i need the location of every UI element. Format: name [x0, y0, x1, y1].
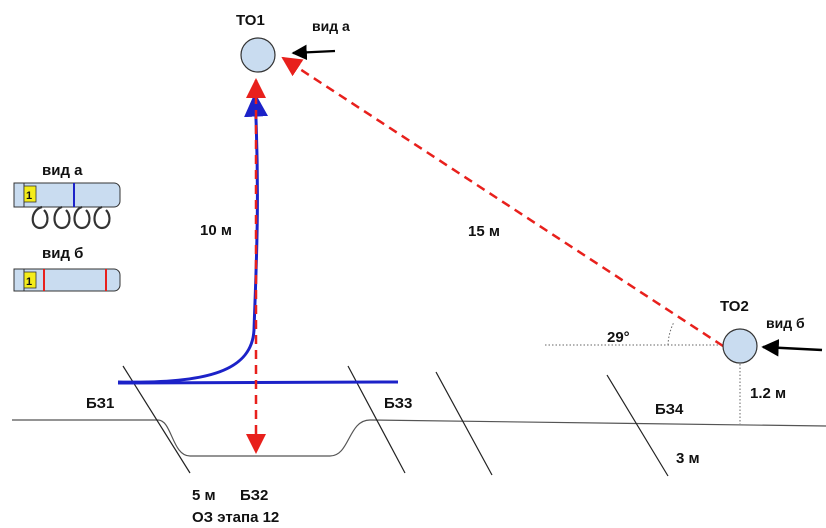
legend-view-a — [13, 182, 121, 230]
view-b-arrow — [761, 339, 823, 357]
angle-label: 29° — [607, 329, 630, 346]
zone-bz3-label: БЗ3 — [384, 395, 412, 412]
ground-line — [12, 419, 826, 457]
legend-view-b — [13, 268, 121, 292]
width-bz2-label: 5 м — [192, 487, 216, 504]
to2-label: ТО2 — [720, 298, 749, 315]
rope-curve — [117, 92, 269, 384]
view-a-arrow — [291, 44, 336, 61]
vertical-distance-label: 10 м — [200, 222, 232, 239]
rope-horizontal — [117, 380, 399, 385]
width-bz4-label: 3 м — [676, 450, 700, 467]
to2-circle — [722, 328, 758, 364]
zone-bz2-label: БЗ2 — [240, 487, 268, 504]
angle-arc — [667, 321, 675, 346]
diagonal-distance-label: 15 м — [468, 223, 500, 240]
height-label: 1.2 м — [750, 385, 786, 402]
to1-label: ТО1 — [236, 12, 265, 29]
rope-number-a: 1 — [26, 190, 32, 202]
rope-number-b: 1 — [26, 276, 32, 288]
diagonal-distance-arrow — [281, 56, 724, 348]
legend-view-b-label: вид б — [42, 245, 83, 262]
zone-bz4-label: БЗ4 — [655, 401, 684, 418]
legend-view-a-label: вид а — [42, 162, 83, 179]
caption: ОЗ этапа 12 — [192, 509, 279, 526]
carabiner-icons — [31, 205, 111, 230]
to1-circle — [240, 37, 276, 73]
zone-bz1-label: БЗ1 — [86, 395, 114, 412]
view-a-label: вид а — [312, 18, 350, 34]
view-b-label: вид б — [766, 315, 805, 331]
